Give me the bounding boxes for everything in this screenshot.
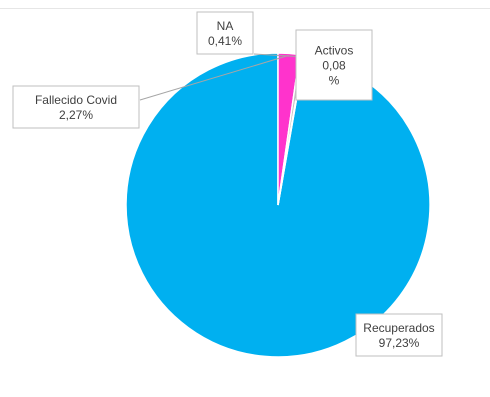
data-label-box — [355, 313, 443, 357]
pie-slices — [125, 52, 431, 358]
data-label-box — [196, 11, 254, 55]
data-label-na: NA0,41% — [196, 11, 254, 55]
data-label-value: % — [329, 74, 340, 88]
data-label-value: 2,27% — [59, 108, 93, 122]
data-label-value: 97,23% — [379, 336, 420, 350]
chart-area-top-border — [0, 8, 490, 9]
data-label-value: 0,41% — [208, 34, 242, 48]
leader-line-fallecido-covid — [139, 54, 289, 101]
data-label-box — [12, 85, 140, 129]
data-label-box — [295, 29, 373, 101]
data-label-category: Fallecido Covid — [35, 93, 117, 107]
data-label-category: Recuperados — [363, 321, 434, 335]
data-label-category: NA — [217, 19, 234, 33]
data-label-value: 0,08 — [322, 59, 346, 73]
data-label-category: Activos — [315, 44, 354, 58]
leader-line-na — [253, 53, 302, 58]
